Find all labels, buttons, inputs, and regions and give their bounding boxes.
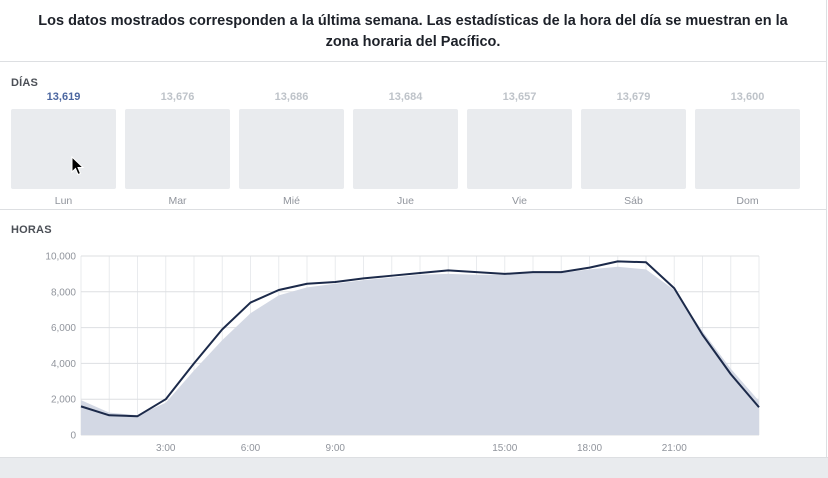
line-point[interactable]: [559, 270, 563, 274]
day-name: Sáb: [624, 195, 643, 207]
day-box[interactable]: [695, 109, 800, 189]
day-value: 13,684: [388, 91, 423, 103]
day-box[interactable]: [239, 109, 344, 189]
y-tick-label: 10,000: [45, 252, 76, 263]
day-value: 13,619: [46, 91, 81, 103]
day-card-mar[interactable]: 13,676 Mar: [125, 89, 230, 207]
day-card-vie[interactable]: 13,657 Vie: [467, 89, 572, 207]
line-point[interactable]: [616, 259, 620, 263]
day-box[interactable]: [353, 109, 458, 189]
day-box[interactable]: [581, 109, 686, 189]
area-series: [81, 266, 759, 435]
hours-line-chart: 0 2,000 4,000 6,000 8,000 10,000 3:00 6:00 9:00…: [45, 252, 761, 454]
day-box[interactable]: [467, 109, 572, 189]
line-point[interactable]: [588, 266, 592, 270]
x-axis-ticks: 3:00 6:00 9:00 15:00 18:00 21:00: [156, 443, 687, 454]
line-point[interactable]: [220, 327, 224, 331]
y-tick-label: 8,000: [51, 287, 76, 298]
line-point[interactable]: [672, 286, 676, 290]
timezone-notice: Los datos mostrados corresponden a la úl…: [0, 0, 826, 62]
x-tick-label: 18:00: [577, 443, 602, 454]
day-card-dom[interactable]: 13,600 Dom: [695, 89, 800, 207]
days-section-label: DÍAS: [11, 77, 39, 89]
day-value: 13,679: [616, 91, 651, 103]
page-insights-panel: Los datos mostrados corresponden a la úl…: [0, 0, 827, 457]
day-value: 13,686: [274, 91, 309, 103]
days-row: 13,619 Lun 13,676 Mar 13,686 Mié 13,684 …: [11, 89, 801, 207]
line-point[interactable]: [390, 274, 394, 278]
line-point[interactable]: [305, 282, 309, 286]
x-tick-label: 6:00: [241, 443, 261, 454]
line-point[interactable]: [531, 270, 535, 274]
day-name: Lun: [54, 195, 73, 207]
line-point[interactable]: [362, 276, 366, 280]
line-point[interactable]: [333, 280, 337, 284]
day-name: Mar: [168, 195, 187, 207]
day-name: Vie: [512, 195, 527, 207]
hours-section-label: HORAS: [11, 224, 52, 236]
line-point[interactable]: [79, 404, 83, 408]
y-axis-ticks: 0 2,000 4,000 6,000 8,000 10,000: [45, 252, 76, 442]
day-card-mie[interactable]: 13,686 Mié: [239, 89, 344, 207]
line-point[interactable]: [418, 271, 422, 275]
line-point[interactable]: [644, 260, 648, 264]
y-tick-label: 6,000: [51, 323, 76, 334]
day-box[interactable]: [11, 109, 116, 189]
day-card-sab[interactable]: 13,679 Sáb: [581, 89, 686, 207]
x-tick-label: 9:00: [326, 443, 346, 454]
section-divider: [0, 209, 826, 210]
day-value: 13,676: [160, 91, 195, 103]
line-point[interactable]: [136, 414, 140, 418]
x-tick-label: 21:00: [662, 443, 687, 454]
x-tick-label: 15:00: [492, 443, 517, 454]
day-name: Jue: [397, 195, 414, 207]
line-point[interactable]: [757, 405, 761, 409]
y-tick-label: 2,000: [51, 395, 76, 406]
line-point[interactable]: [729, 372, 733, 376]
y-tick-label: 0: [70, 431, 76, 442]
line-point[interactable]: [192, 361, 196, 365]
line-point[interactable]: [277, 288, 281, 292]
line-point[interactable]: [446, 268, 450, 272]
day-value: 13,657: [502, 91, 537, 103]
line-point[interactable]: [701, 333, 705, 337]
line-point[interactable]: [249, 301, 253, 305]
line-point[interactable]: [475, 270, 479, 274]
day-name: Dom: [736, 195, 759, 207]
day-card-jue[interactable]: 13,684 Jue: [353, 89, 458, 207]
bottom-strip: [0, 457, 828, 478]
day-box[interactable]: [125, 109, 230, 189]
line-point[interactable]: [164, 397, 168, 401]
day-card-lun[interactable]: 13,619 Lun: [11, 89, 116, 207]
x-tick-label: 3:00: [156, 443, 176, 454]
line-point[interactable]: [503, 272, 507, 276]
y-tick-label: 4,000: [51, 359, 76, 370]
mouse-cursor-icon: [71, 156, 85, 176]
day-name: Mié: [283, 195, 300, 207]
line-series: [80, 260, 760, 418]
line-point[interactable]: [107, 413, 111, 417]
day-value: 13,600: [730, 91, 765, 103]
